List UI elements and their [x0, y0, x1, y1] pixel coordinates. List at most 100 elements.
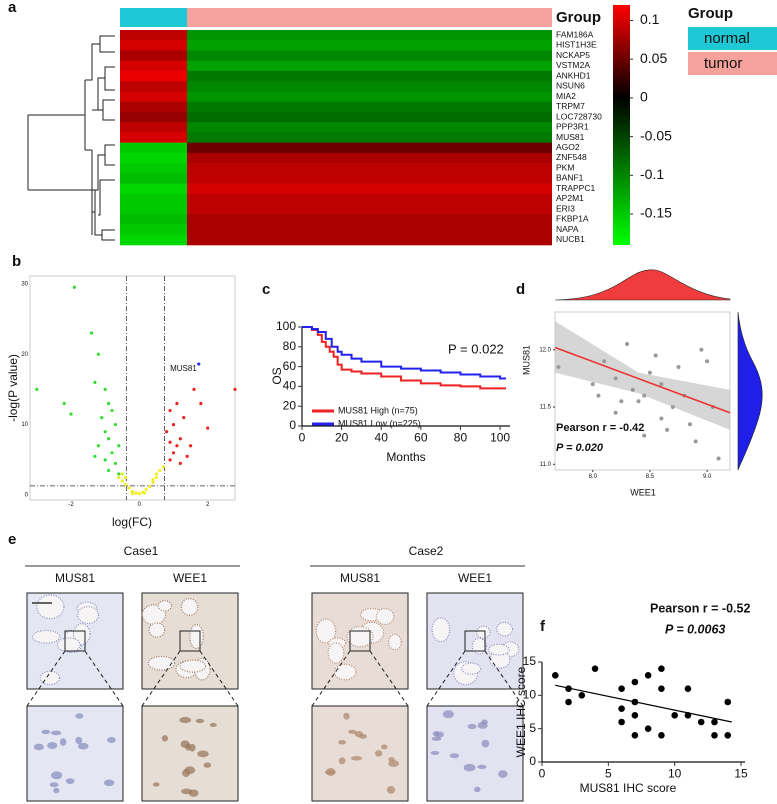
heatmap-cell: [120, 152, 187, 164]
legend-label: MUS81 Low (n=225): [338, 418, 421, 428]
density-right: [737, 311, 763, 471]
gland: [333, 663, 357, 681]
x-axis-title: log(FC): [112, 515, 152, 529]
point: [72, 285, 77, 289]
gland: [327, 642, 345, 664]
point: [618, 685, 625, 692]
point: [724, 732, 732, 739]
point: [613, 410, 618, 415]
y-axis-title: MUS81: [521, 345, 531, 375]
zoom-box: [64, 630, 86, 652]
nucleus: [49, 782, 59, 788]
point: [693, 439, 698, 444]
point: [124, 475, 128, 480]
point: [168, 440, 172, 444]
nucleus: [431, 736, 442, 741]
y-tick-label: 5: [529, 721, 536, 735]
gland: [431, 617, 451, 643]
gland: [179, 659, 207, 673]
point: [106, 468, 111, 473]
gene-label: NCKAP5: [556, 50, 590, 60]
x-tick-label: 20: [335, 431, 349, 445]
panel-label: e: [8, 531, 16, 548]
x-tick-label: 8.5: [646, 474, 655, 480]
group-bar: [120, 8, 187, 27]
point: [618, 718, 625, 726]
legend-label: normal: [704, 30, 750, 47]
panel-label: c: [262, 281, 270, 298]
gland: [148, 622, 166, 638]
heatmap-cell: [120, 122, 187, 133]
heatmap-cell: [187, 60, 552, 72]
point: [618, 705, 625, 712]
gland: [72, 623, 91, 646]
x-axis-title: WEE1: [630, 487, 656, 497]
micrograph-zoom: [311, 705, 409, 802]
y-tick-label: 10: [21, 422, 28, 428]
nucleus: [388, 760, 399, 767]
nucleus: [338, 757, 346, 765]
point: [120, 472, 124, 476]
heatmap-cell: [120, 70, 187, 82]
x-tick-label: 2: [206, 502, 210, 508]
colorbar: [613, 5, 630, 245]
point: [697, 718, 705, 726]
stain-label: WEE1: [173, 571, 207, 585]
point: [154, 472, 159, 476]
panel-label: d: [516, 281, 525, 298]
heatmap-cell: [187, 214, 552, 225]
gland: [346, 626, 374, 648]
gene-label: AGO2: [556, 142, 580, 152]
point: [171, 423, 176, 427]
x-axis-title: MUS81 IHC score: [580, 781, 677, 795]
annotation: P = 0.0063: [665, 622, 725, 636]
nucleus: [47, 742, 58, 749]
y-tick-label: 11.5: [540, 405, 552, 411]
point: [551, 672, 559, 679]
gene-label: TRAPPC1: [556, 183, 595, 193]
gland: [189, 623, 204, 650]
nucleus: [51, 771, 63, 780]
nucleus: [498, 770, 508, 778]
gland: [315, 618, 337, 644]
gene-label: TRPM7: [556, 101, 585, 111]
point: [556, 364, 561, 369]
point: [144, 487, 148, 492]
point: [96, 444, 100, 448]
point: [142, 491, 147, 495]
point: [647, 370, 652, 375]
micrograph-zoom: [426, 705, 524, 802]
point: [578, 692, 586, 699]
point: [89, 331, 94, 335]
heatmap-cell: [120, 193, 187, 205]
point: [103, 458, 107, 462]
point: [711, 718, 718, 726]
gene-label: PKM: [556, 162, 574, 172]
nucleus: [338, 739, 347, 745]
nucleus: [180, 740, 190, 748]
x-tick-label: 60: [414, 431, 428, 445]
point: [161, 465, 165, 469]
colorbar-tick-label: 0: [640, 89, 648, 105]
point: [206, 426, 210, 430]
heatmap-cell: [120, 142, 187, 154]
nucleus: [374, 750, 383, 757]
micrograph-zoom: [26, 705, 124, 802]
colorbar-tick-label: -0.15: [640, 205, 672, 221]
heatmap-cell: [120, 224, 187, 236]
point: [724, 698, 732, 706]
point: [106, 437, 111, 441]
gland: [471, 637, 487, 655]
annotation: P = 0.020: [556, 442, 604, 454]
heatmap-cell: [187, 91, 552, 102]
fit-line: [555, 684, 732, 723]
point: [106, 401, 111, 406]
nucleus: [430, 750, 440, 755]
nucleus: [53, 787, 60, 794]
point: [676, 364, 681, 369]
heatmap-cell: [187, 50, 552, 62]
heatmap-cell: [187, 101, 552, 113]
heatmap-cell: [120, 101, 187, 113]
heatmap-cell: [120, 50, 187, 62]
gene-label: NUCB1: [556, 234, 585, 244]
